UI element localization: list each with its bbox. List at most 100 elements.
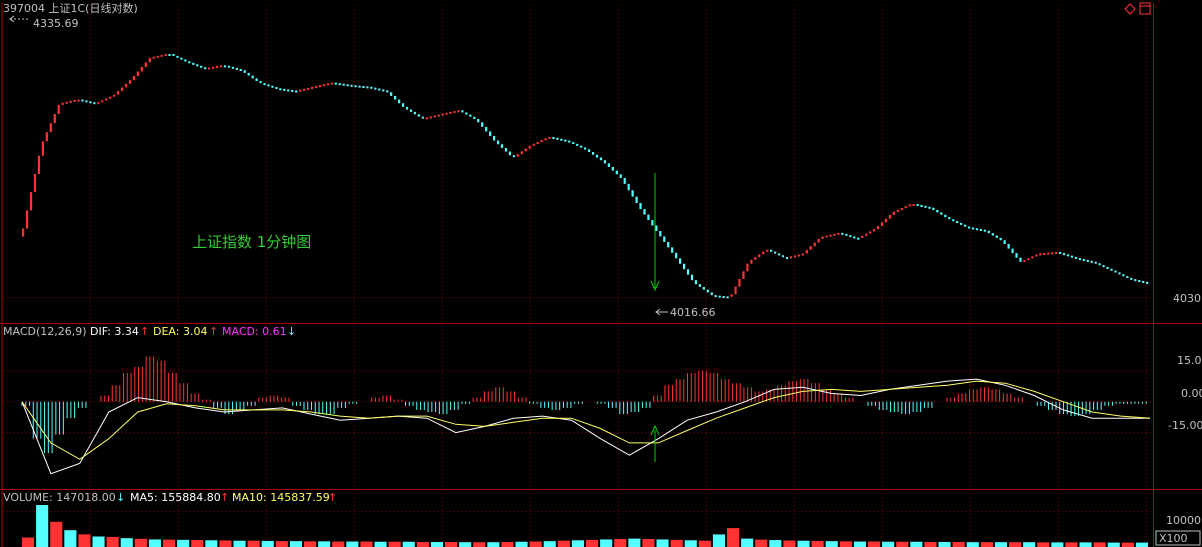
price-mark	[192, 62, 195, 65]
price-mark	[279, 88, 282, 91]
volume-bar	[1065, 542, 1078, 547]
price-mark	[916, 204, 919, 207]
price-mark	[116, 91, 120, 95]
price-mark	[504, 147, 508, 152]
price-mark	[833, 233, 836, 236]
volume-bar	[78, 534, 91, 547]
price-mark	[841, 232, 844, 235]
price-mark	[168, 53, 171, 56]
volume-bar	[980, 542, 993, 547]
price-mark	[489, 131, 492, 136]
price-mark	[85, 100, 88, 103]
price-mark	[920, 204, 923, 207]
price-mark	[750, 259, 753, 264]
price-mark	[109, 96, 112, 99]
price-mark	[251, 75, 254, 79]
price-mark	[817, 238, 820, 243]
price-mark	[144, 62, 147, 67]
volume-bar	[247, 540, 260, 547]
price-mark	[865, 233, 868, 236]
price-mark	[560, 138, 563, 141]
volume-bar	[727, 528, 740, 547]
price-mark	[33, 173, 37, 193]
price-mark	[801, 253, 804, 256]
price-mark	[532, 143, 535, 146]
price-mark	[932, 207, 935, 211]
price-mark	[500, 144, 504, 148]
price-mark	[960, 222, 963, 225]
price-mark	[295, 90, 298, 93]
price-mark	[908, 204, 911, 207]
price-mark	[635, 196, 638, 203]
price-mark	[334, 82, 337, 85]
volume-bar	[952, 541, 965, 547]
price-mark	[837, 232, 840, 235]
price-mark	[742, 271, 745, 279]
price-mark	[876, 225, 880, 230]
price-mark	[1146, 281, 1149, 284]
volume-unit-box: X100	[1155, 530, 1201, 546]
volume-bar	[670, 539, 683, 547]
price-mark	[318, 85, 322, 88]
price-mark	[223, 65, 227, 68]
maximize-icon[interactable]	[1139, 2, 1151, 15]
volume-bar	[289, 541, 302, 547]
price-mark	[591, 152, 595, 155]
volume-bar	[825, 541, 838, 547]
price-mark	[611, 166, 614, 171]
price-mark	[453, 110, 456, 113]
price-mark	[425, 117, 428, 120]
volume-bar	[543, 541, 556, 547]
price-mark	[651, 220, 654, 226]
price-mark	[211, 66, 215, 69]
price-mark	[188, 61, 191, 64]
volume-bar	[811, 540, 824, 547]
price-mark	[461, 110, 464, 113]
volume-bar	[882, 541, 895, 547]
price-mark	[726, 296, 729, 299]
price-mark	[271, 85, 274, 88]
volume-bar	[769, 540, 782, 547]
price-mark	[180, 57, 183, 60]
price-mark	[682, 263, 686, 270]
price-mark	[81, 99, 84, 102]
price-mark	[1070, 255, 1074, 258]
price-mark	[845, 233, 848, 236]
price-mark	[631, 190, 634, 197]
volume-bar	[332, 541, 345, 547]
macd-name: MACD(12,26,9)	[3, 325, 87, 338]
dea-label: DEA: 3.04	[153, 325, 207, 338]
price-mark	[861, 235, 864, 238]
price-mark	[49, 123, 52, 133]
volume-bar	[924, 541, 937, 547]
price-mark	[366, 86, 369, 89]
volume-bar	[1121, 542, 1134, 547]
price-mark	[120, 87, 124, 92]
volume-bar	[1023, 542, 1036, 547]
price-mark	[1043, 253, 1046, 256]
price-mark	[1138, 280, 1141, 283]
volume-bar	[1009, 542, 1022, 547]
price-mark	[1031, 256, 1034, 259]
price-mark	[991, 233, 994, 236]
macd-label: MACD: 0.61	[222, 325, 287, 338]
price-mark	[904, 206, 907, 209]
price-mark	[746, 263, 749, 272]
price-mark	[849, 235, 852, 238]
price-mark	[663, 236, 666, 242]
volume-bar	[445, 541, 458, 547]
price-mark	[615, 170, 618, 175]
price-mark	[128, 80, 132, 84]
ma5-arrow-icon: ↑	[220, 491, 229, 504]
price-mark	[623, 177, 626, 184]
price-mark	[1078, 258, 1081, 261]
diamond-icon[interactable]	[1124, 3, 1136, 15]
price-mark	[25, 210, 29, 229]
volume-bar	[473, 542, 486, 547]
price-mark	[1142, 280, 1145, 283]
price-mark	[370, 86, 373, 89]
dif-arrow-icon: ↑	[140, 325, 149, 338]
price-mark	[172, 54, 175, 57]
price-mark	[29, 192, 33, 211]
price-mark	[1039, 253, 1042, 256]
